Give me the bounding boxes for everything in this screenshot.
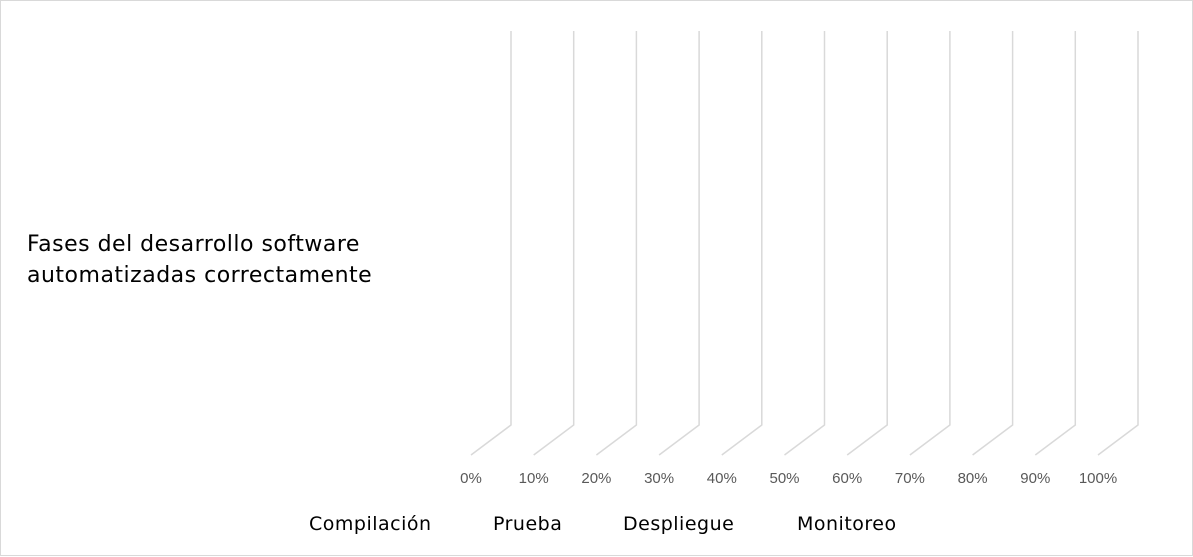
x-tick-label-0: 0% <box>460 470 482 487</box>
x-tick-label-2: 20% <box>581 470 611 487</box>
x-tick-label-6: 60% <box>832 470 862 487</box>
x-tick-label-8: 80% <box>958 470 988 487</box>
legend: Compilación Prueba Despliegue Monitoreo <box>309 513 897 535</box>
x-tick-label-3: 30% <box>644 470 674 487</box>
gridline-3 <box>658 31 700 456</box>
x-tick-label-5: 50% <box>769 470 799 487</box>
legend-entry-0: Compilación <box>309 513 432 535</box>
gridline-8 <box>972 31 1014 456</box>
x-tick-label-9: 90% <box>1020 470 1050 487</box>
gridline-6 <box>846 31 888 456</box>
gridline-0 <box>470 31 512 456</box>
category-label-line-2: automatizadas correctamente <box>27 263 372 288</box>
x-tick-label-1: 10% <box>519 470 549 487</box>
gridline-10 <box>1097 31 1139 456</box>
gridline-7 <box>909 31 951 456</box>
gridline-4 <box>721 31 763 456</box>
gridlines <box>470 31 1139 456</box>
x-tick-label-4: 40% <box>707 470 737 487</box>
gridline-1 <box>533 31 575 456</box>
x-axis-ticks: 0% 10% 20% 30% 40% 50% 60% 70% 80% 90% 100% <box>460 470 1117 487</box>
legend-entry-3: Monitoreo <box>797 513 897 535</box>
gridline-5 <box>784 31 826 456</box>
x-tick-label-7: 70% <box>895 470 925 487</box>
gridline-2 <box>595 31 638 456</box>
category-label-line-1: Fases del desarrollo software <box>27 232 360 257</box>
x-tick-label-10: 100% <box>1079 470 1117 487</box>
legend-entry-1: Prueba <box>493 513 562 535</box>
gridline-9 <box>1034 31 1077 456</box>
legend-entry-2: Despliegue <box>623 513 734 535</box>
